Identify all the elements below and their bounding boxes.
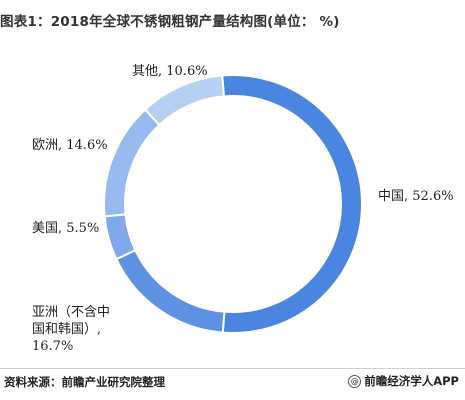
slice-label-2: 美国, 5.5%: [32, 221, 99, 236]
slice-1: [115, 248, 226, 334]
slices-group: [103, 74, 363, 334]
slice-label-0: 中国, 52.6%: [378, 189, 454, 204]
slice-label-1: 亚洲（不含中国和韩国）, 16.7%: [32, 304, 110, 354]
slice-3: [103, 108, 161, 218]
brand[interactable]: @ 前瞻经济学人APP: [348, 373, 459, 389]
slice-4: [143, 74, 226, 127]
chart-title: 图表1：2018年全球不锈钢粗钢产量结构图(单位： %): [0, 14, 340, 30]
labels-group: 中国, 52.6% 亚洲（不含中国和韩国）, 16.7% 美国, 5.5% 欧洲, 14…: [32, 64, 454, 354]
slice-0: [221, 74, 363, 334]
slice-2: [103, 213, 137, 261]
slice-label-4: 其他, 10.6%: [132, 64, 208, 79]
slice-label-3: 欧洲, 14.6%: [32, 138, 108, 153]
at-icon: @: [348, 374, 362, 388]
footer-divider: [0, 368, 465, 369]
source-note: 资料来源：前瞻产业研究院整理: [4, 375, 165, 389]
brand-label: 前瞻经济学人APP: [364, 374, 459, 388]
